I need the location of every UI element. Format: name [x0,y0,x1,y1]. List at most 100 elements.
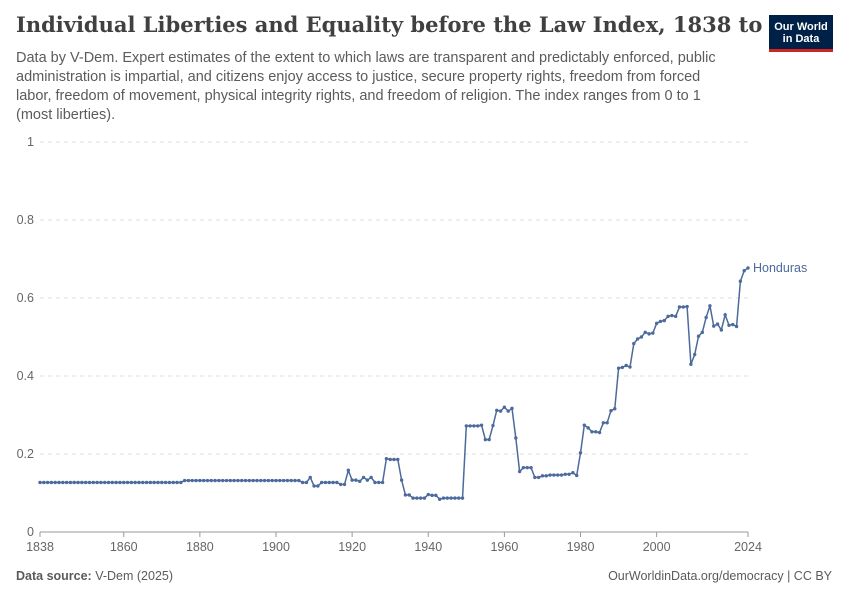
footer-link[interactable]: OurWorldinData.org/democracy | CC BY [608,569,832,583]
data-point [689,362,693,366]
data-point [445,496,449,500]
data-point [426,492,430,497]
data-point [137,480,141,485]
data-point [476,424,480,428]
data-point [57,480,61,485]
data-point [53,480,57,485]
x-tick-label: 1880 [186,540,214,554]
y-tick-label: 0.6 [17,291,34,305]
data-point [64,480,69,485]
data-point [350,478,354,482]
data-point [597,430,602,435]
data-point [415,496,419,500]
data-point [407,493,411,497]
data-point [635,337,640,341]
data-point [49,480,54,485]
data-point [548,473,552,477]
data-point [266,478,271,483]
data-point [746,266,750,270]
series-line [40,267,749,501]
data-point [731,322,735,327]
data-point [460,496,465,500]
data-point [582,423,587,427]
data-point [715,322,720,326]
data-point [262,478,267,483]
data-point [396,457,400,462]
data-point [243,478,248,483]
data-point [125,480,130,485]
data-point [45,480,50,485]
data-point [666,314,670,319]
data-point [281,478,286,483]
series-group: Honduras [38,261,807,501]
data-point [194,478,198,483]
data-point [738,279,743,283]
data-point [251,478,255,483]
data-point [365,478,370,482]
data-point [144,480,149,485]
data-point [99,480,103,485]
data-point [213,478,217,483]
data-point [346,468,351,473]
data-point [544,474,548,478]
data-point [453,496,457,500]
data-point [533,475,537,480]
data-point [594,430,598,434]
data-point [224,478,229,483]
data-point [609,409,613,413]
data-point [209,478,213,483]
chart-title: Individual Liberties and Equality before… [16,12,829,37]
y-tick-label: 1 [27,135,34,149]
data-point [331,480,335,485]
data-point [536,475,541,480]
data-point [742,269,746,273]
data-point [590,430,594,434]
data-point [312,484,316,488]
data-point [434,493,438,498]
data-point [662,318,666,323]
data-point [133,480,137,485]
data-point [270,478,274,483]
data-point [472,424,476,428]
data-point [361,475,366,480]
data-point [575,473,579,478]
data-point [525,465,529,470]
data-point [632,341,636,346]
data-point [479,423,484,427]
owid-logo[interactable]: Our World in Data [769,15,833,52]
data-point [42,480,46,485]
data-point [411,496,415,500]
data-point [255,478,259,483]
data-point [38,480,42,485]
data-point [734,324,739,329]
data-point [285,478,290,483]
data-point [61,480,65,485]
data-point [91,480,95,485]
data-point [259,478,263,483]
data-point [487,437,491,442]
x-tick-label: 1940 [414,540,442,554]
data-point [502,405,507,409]
data-point [491,423,495,428]
chart-subtitle: Data by V-Dem. Expert estimates of the e… [16,50,716,123]
logo-line-2: in Data [782,33,820,45]
data-point [437,497,442,501]
x-tick-label: 1960 [490,540,518,554]
data-point [430,493,434,498]
data-point [83,480,88,485]
data-point [708,304,712,308]
data-point [651,331,655,335]
data-point [163,480,168,485]
data-point [578,451,583,455]
data-point [506,409,510,413]
data-point [624,363,628,368]
data-point [601,421,606,425]
data-point [118,480,122,485]
logo-line-1: Our World [774,21,828,33]
data-point [685,304,689,309]
data-point [247,478,252,483]
data-point [418,496,423,500]
data-point [712,324,716,328]
data-point [152,480,156,485]
